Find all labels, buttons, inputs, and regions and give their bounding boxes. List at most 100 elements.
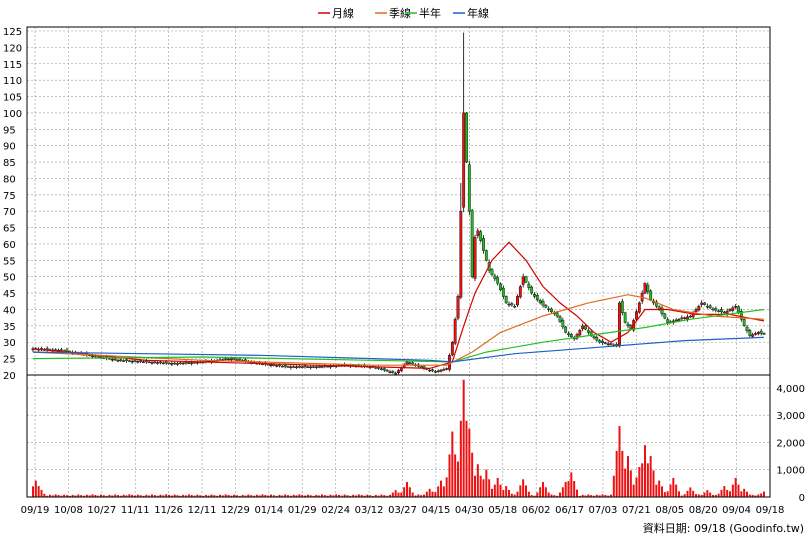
volume-bar xyxy=(697,494,700,497)
candle-body xyxy=(703,302,706,305)
volume-bar xyxy=(763,491,765,497)
candle-body xyxy=(683,317,687,319)
volume-bar xyxy=(281,495,284,497)
volume-bars xyxy=(32,379,765,497)
volume-bar xyxy=(315,494,318,497)
volume-bar xyxy=(442,486,445,497)
candle-body xyxy=(408,362,412,365)
volume-bar xyxy=(306,494,309,497)
volume-bar xyxy=(559,492,561,497)
candle-body xyxy=(674,319,678,322)
volume-bar xyxy=(714,494,717,497)
candle-body xyxy=(592,336,596,339)
candle-body xyxy=(643,283,647,294)
volume-bar xyxy=(261,494,264,497)
candle-body xyxy=(297,366,301,368)
volume-bar xyxy=(590,495,593,497)
candle-body xyxy=(388,371,392,373)
candle-body xyxy=(717,310,721,313)
candle-body xyxy=(122,360,126,362)
volume-bar xyxy=(343,494,346,497)
volume-bar xyxy=(366,494,369,497)
candle-body xyxy=(397,370,400,374)
volume-bar xyxy=(406,482,408,497)
candle-body xyxy=(697,306,701,311)
volume-bar xyxy=(683,494,686,497)
volume-bar xyxy=(751,494,754,497)
volume-bar xyxy=(692,490,695,497)
volume-bar xyxy=(37,486,40,497)
x-tick-label: 05/18 xyxy=(488,505,517,516)
candle-body xyxy=(499,283,502,291)
price-tick-label: 65 xyxy=(3,224,16,235)
volume-bar xyxy=(454,454,457,497)
volume-bar xyxy=(720,489,723,497)
volume-bar xyxy=(54,494,57,497)
x-tick-label: 04/30 xyxy=(455,505,484,516)
volume-bar xyxy=(91,494,94,497)
volume-bar xyxy=(488,479,491,497)
volume-bar xyxy=(417,494,420,497)
candle-body xyxy=(116,360,120,362)
volume-bar xyxy=(94,494,97,497)
legend-label-半年: 半年 xyxy=(419,6,441,20)
volume-bar xyxy=(219,494,221,497)
volume-bar xyxy=(230,495,233,497)
volume-bar xyxy=(666,491,669,497)
volume-bar xyxy=(428,488,431,497)
candle-body xyxy=(159,361,162,364)
candle-body xyxy=(453,319,457,344)
price-tick-label: 20 xyxy=(3,371,16,382)
candle-body xyxy=(380,368,383,370)
price-tick-label: 30 xyxy=(3,338,16,349)
volume-tick-label: 4,000 xyxy=(776,384,805,395)
candle-body xyxy=(176,363,179,365)
candle-body xyxy=(411,362,415,365)
candle-body xyxy=(153,361,157,364)
candle-body xyxy=(272,364,276,366)
volume-bar xyxy=(578,495,581,497)
x-tick-label: 09/18 xyxy=(756,505,785,516)
volume-bar xyxy=(547,492,550,497)
volume-bar xyxy=(760,493,763,497)
candle-body xyxy=(635,311,638,320)
volume-bar xyxy=(128,494,131,497)
volume-bar xyxy=(111,495,114,497)
price-tick-label: 125 xyxy=(3,27,22,38)
volume-bar xyxy=(615,450,618,497)
volume-bar xyxy=(411,492,414,497)
candle-body xyxy=(538,299,542,304)
volume-bar xyxy=(655,484,658,497)
volume-bar xyxy=(80,495,83,497)
x-tick-label: 08/05 xyxy=(655,505,684,516)
volume-bar xyxy=(448,454,451,497)
candle-body xyxy=(479,231,483,241)
volume-bar xyxy=(43,493,46,497)
candle-body xyxy=(314,366,318,369)
candle-body xyxy=(686,316,689,320)
volume-bar xyxy=(204,494,207,497)
volume-bar xyxy=(207,495,210,497)
volume-bar xyxy=(383,495,386,497)
volume-bar xyxy=(581,494,584,497)
volume-bar xyxy=(156,495,159,497)
candle-body xyxy=(445,368,449,370)
volume-bar xyxy=(757,494,760,497)
legend-label-月線: 月線 xyxy=(332,6,354,20)
price-tick-label: 115 xyxy=(3,60,22,71)
volume-bar xyxy=(457,461,459,497)
x-tick-label: 09/04 xyxy=(722,505,751,516)
volume-bar xyxy=(525,485,527,497)
candle-body xyxy=(507,303,511,306)
price-tick-label: 80 xyxy=(3,174,16,185)
candle-body xyxy=(439,369,443,372)
volume-bar xyxy=(255,494,258,497)
volume-bar xyxy=(287,495,289,497)
candle-body xyxy=(663,313,667,319)
x-axis-ticks: 09/19 10/08 10/27 11/11 11/26 12/11 12/29 01/14… xyxy=(21,505,785,516)
volume-bar xyxy=(709,492,712,497)
x-tick-label: 02/24 xyxy=(321,505,350,516)
candle-body xyxy=(535,295,539,300)
candle-body xyxy=(289,366,293,369)
volume-bar xyxy=(355,495,357,497)
